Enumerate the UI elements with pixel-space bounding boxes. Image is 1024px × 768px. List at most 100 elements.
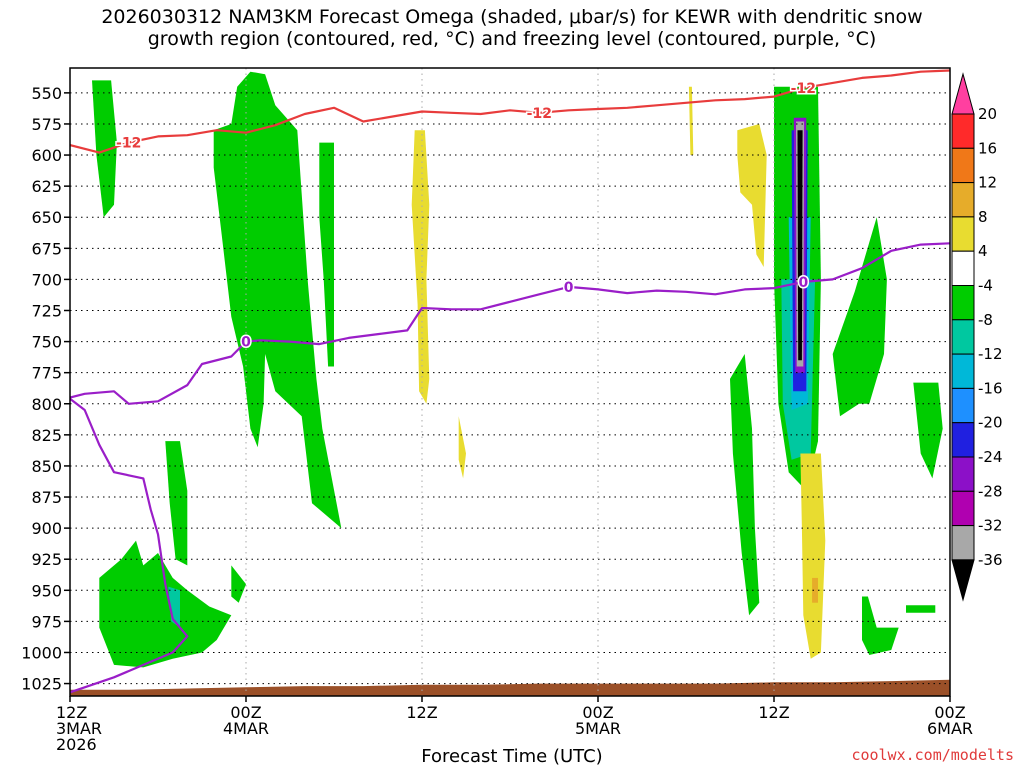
x-tick-label: 5MAR (575, 719, 621, 738)
y-tick-label: 875 (31, 488, 62, 507)
omega-region-10 (862, 596, 899, 655)
x-tick-label: 00Z (230, 703, 261, 722)
x-tick-label: 3MAR (56, 719, 102, 738)
x-axis-title: Forecast Time (UTC) (421, 746, 603, 767)
colorbar-tick-label: -28 (978, 482, 1003, 500)
colorbar-tick-label: -4 (978, 277, 993, 295)
y-tick-label: 625 (31, 177, 62, 196)
colorbar-band (951, 113, 975, 149)
colorbar-band (951, 182, 975, 218)
omega-region-2 (319, 142, 334, 367)
omega-shading (92, 71, 943, 668)
colorbar-tick-label: 8 (978, 208, 988, 226)
y-tick-label: 900 (31, 519, 62, 538)
y-tick-label: 850 (31, 457, 62, 476)
omega-region-12 (168, 586, 180, 628)
y-tick-label: 800 (31, 395, 62, 414)
y-tick-label: 1000 (21, 643, 62, 662)
y-tick-label: 925 (31, 550, 62, 569)
colorbar-tick-label: 12 (978, 174, 997, 192)
colorbar-band (951, 490, 975, 527)
colorbar-tick-label: -20 (978, 414, 1003, 432)
colorbar-top-triangle (951, 72, 975, 115)
chart-title-line-2: growth region (contoured, red, °C) and f… (147, 28, 877, 50)
y-tick-label: 700 (31, 270, 62, 289)
contour-label: 0 (564, 280, 574, 296)
colorbar-tick-label: 20 (978, 105, 997, 123)
omega-region-21 (688, 86, 694, 155)
omega-region-24 (812, 577, 818, 603)
colorbar-tick-label: -12 (978, 345, 1003, 363)
colorbar-tick-label: -8 (978, 311, 993, 329)
y-tick-label: 1025 (21, 675, 62, 694)
contour-line-0 (70, 69, 950, 154)
x-tick-label: 00Z (582, 703, 613, 722)
omega-region-23 (800, 453, 826, 659)
y-tick-label: 750 (31, 333, 62, 352)
omega-region-6 (730, 354, 760, 616)
colorbar: 20 16 12 8 4 -4 -8 -12 -16 -20 -24 -28 -32 -36 (951, 72, 1003, 602)
colorbar-band (951, 147, 975, 184)
contour-label: -12 (527, 106, 552, 122)
colorbar-band (951, 353, 975, 389)
y-tick-label: 825 (31, 426, 62, 445)
x-tick-label: 00Z (934, 703, 965, 722)
colorbar-tick-label: -16 (978, 379, 1003, 397)
colorbar-tick-label: 4 (978, 242, 988, 260)
colorbar-band (951, 456, 975, 492)
y-tick-label: 725 (31, 301, 62, 320)
contour-line-2 (70, 397, 189, 694)
colorbar-band (951, 250, 975, 286)
omega-region-3 (99, 540, 232, 668)
y-tick-label: 575 (31, 115, 62, 134)
omega-region-5 (231, 565, 246, 603)
y-tick-label: 600 (31, 146, 62, 165)
omega-region-0 (92, 80, 117, 218)
x-tick-label: 12Z (758, 703, 789, 722)
contour-label: 0 (241, 335, 251, 351)
contour-line-1 (70, 242, 950, 405)
contour-label: -12 (791, 81, 816, 97)
colorbar-band (951, 285, 975, 321)
colorbar-tick-label: -32 (978, 517, 1003, 535)
omega-region-11 (906, 605, 936, 613)
grid-lines (70, 68, 950, 696)
chart-title-line-1: 2026030312 NAM3KM Forecast Omega (shaded… (101, 6, 923, 28)
omega-region-4 (165, 441, 188, 566)
colorbar-band (951, 216, 975, 252)
colorbar-tick-label: 16 (978, 139, 997, 157)
source-credit: coolwx.com/modelts (851, 746, 1014, 764)
colorbar-tick-label: -36 (978, 551, 1003, 569)
omega-region-8 (832, 217, 887, 417)
y-tick-label: 550 (31, 84, 62, 103)
colorbar-band (951, 422, 975, 458)
x-tick-label: 12Z (56, 703, 87, 722)
y-axis-ticks: 550 575 600 625 650 675 700 725 750 775 800 825 850 8… (21, 84, 70, 694)
contour-label: 0 (798, 275, 808, 291)
contour-label: -12 (116, 136, 141, 152)
colorbar-band (951, 319, 975, 355)
omega-region-22 (737, 124, 767, 267)
omega-region-1 (213, 71, 342, 529)
x-tick-label: 4MAR (223, 719, 269, 738)
colorbar-tick-label: -24 (978, 448, 1003, 466)
y-tick-label: 675 (31, 239, 62, 258)
x-tick-label: 12Z (406, 703, 437, 722)
y-tick-label: 950 (31, 581, 62, 600)
y-tick-label: 650 (31, 208, 62, 227)
y-tick-label: 775 (31, 364, 62, 383)
omega-region-20 (458, 416, 466, 479)
omega-region-18 (797, 130, 803, 361)
colorbar-band (951, 387, 975, 424)
y-tick-label: 975 (31, 612, 62, 631)
plot-frame (69, 67, 951, 697)
omega-region-9 (913, 382, 943, 479)
omega-region-19 (411, 130, 430, 404)
colorbar-bottom-triangle (951, 559, 975, 602)
x-tick-label: 6MAR (927, 719, 973, 738)
contour-lines: -12 -12 -12 0 0 0 (70, 69, 950, 694)
colorbar-band (951, 525, 975, 561)
x-tick-label: 2026 (56, 735, 97, 754)
